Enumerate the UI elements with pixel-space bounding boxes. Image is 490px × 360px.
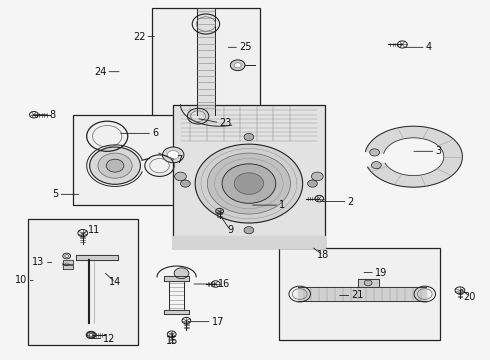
Circle shape — [364, 280, 372, 286]
Circle shape — [244, 226, 254, 234]
Text: 13: 13 — [32, 257, 45, 267]
Text: 23: 23 — [220, 118, 232, 128]
Circle shape — [371, 162, 381, 169]
Circle shape — [65, 263, 69, 266]
Circle shape — [167, 150, 179, 159]
Text: 15: 15 — [166, 336, 178, 346]
Text: 10: 10 — [15, 275, 27, 285]
Text: 7: 7 — [176, 155, 183, 165]
Text: 14: 14 — [109, 277, 122, 287]
Circle shape — [312, 172, 323, 181]
Text: 8: 8 — [49, 110, 56, 120]
Text: 4: 4 — [426, 42, 432, 52]
Text: 22: 22 — [133, 32, 146, 41]
Circle shape — [162, 147, 184, 163]
Polygon shape — [164, 310, 189, 315]
Circle shape — [106, 159, 124, 172]
Bar — [279, 248, 441, 339]
Text: 11: 11 — [88, 225, 100, 235]
Text: 6: 6 — [152, 129, 158, 138]
Text: 25: 25 — [239, 42, 252, 52]
Circle shape — [89, 334, 93, 336]
Circle shape — [180, 180, 190, 187]
Text: 3: 3 — [436, 146, 441, 156]
Polygon shape — [298, 287, 426, 301]
Circle shape — [244, 134, 254, 140]
Circle shape — [63, 253, 71, 259]
Circle shape — [195, 144, 303, 223]
Circle shape — [98, 153, 132, 178]
Text: 20: 20 — [464, 292, 476, 302]
Polygon shape — [197, 9, 215, 116]
Text: 24: 24 — [94, 67, 106, 77]
Polygon shape — [366, 126, 463, 187]
Circle shape — [234, 63, 241, 68]
Circle shape — [370, 149, 379, 156]
Circle shape — [222, 164, 276, 203]
Circle shape — [234, 173, 264, 194]
Polygon shape — [164, 276, 189, 281]
Circle shape — [87, 332, 95, 338]
Polygon shape — [63, 265, 73, 269]
Text: 17: 17 — [212, 317, 224, 327]
Polygon shape — [76, 255, 118, 260]
Bar — [152, 8, 260, 137]
Circle shape — [63, 261, 71, 267]
Circle shape — [65, 255, 69, 257]
Circle shape — [90, 147, 141, 184]
Text: 18: 18 — [317, 250, 329, 260]
Text: 2: 2 — [347, 197, 354, 207]
Polygon shape — [63, 260, 73, 264]
Text: 1: 1 — [279, 200, 285, 210]
Text: 5: 5 — [52, 189, 58, 199]
Text: 19: 19 — [375, 267, 387, 278]
Circle shape — [207, 153, 291, 214]
Polygon shape — [173, 105, 325, 248]
Text: 21: 21 — [351, 291, 364, 301]
Circle shape — [174, 172, 186, 181]
Circle shape — [174, 268, 189, 279]
Polygon shape — [173, 235, 325, 248]
Bar — [27, 220, 138, 345]
Bar — [73, 116, 186, 205]
Text: 12: 12 — [103, 333, 116, 343]
Circle shape — [308, 180, 318, 187]
Text: 9: 9 — [227, 225, 233, 235]
Circle shape — [230, 60, 245, 71]
Polygon shape — [358, 279, 379, 287]
Text: 16: 16 — [218, 279, 230, 289]
